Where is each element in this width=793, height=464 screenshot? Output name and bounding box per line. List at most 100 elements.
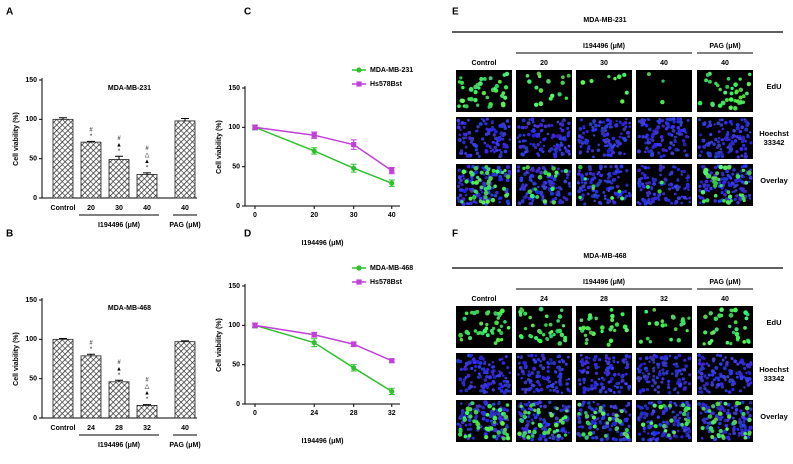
edu-nucleus (657, 189, 662, 194)
nucleus (721, 127, 725, 131)
nucleus (661, 377, 665, 381)
nucleus (749, 381, 753, 385)
edu-nucleus (527, 411, 531, 415)
legend-label: MDA-MB-231 (370, 67, 413, 74)
nucleus (493, 411, 498, 415)
nucleus (493, 427, 497, 431)
nucleus (567, 149, 571, 153)
nucleus (608, 427, 612, 432)
edu-nucleus (729, 91, 734, 96)
nucleus (678, 382, 683, 387)
nucleus (646, 194, 650, 198)
edu-nucleus (485, 426, 490, 431)
significance-mark: ▲ (144, 391, 150, 397)
nucleus (713, 165, 718, 170)
nucleus (733, 134, 737, 138)
nucleus (636, 201, 640, 204)
nucleus (485, 117, 489, 121)
nucleus (728, 378, 733, 383)
edu-nucleus (565, 409, 569, 413)
edu-nucleus (662, 423, 667, 429)
nucleus (699, 366, 704, 371)
nucleus (559, 127, 562, 130)
nucleus (531, 120, 535, 124)
edu-nucleus (499, 337, 504, 342)
edu-nucleus (733, 320, 738, 325)
edu-nucleus (667, 433, 671, 438)
nucleus (749, 361, 752, 364)
edu-nucleus (717, 313, 722, 318)
nucleus (615, 382, 619, 386)
nucleus (676, 391, 680, 395)
nucleus (493, 130, 498, 134)
nucleus (543, 137, 547, 141)
edu-nucleus (587, 326, 591, 331)
nucleus (555, 186, 558, 190)
edu-nucleus (505, 432, 510, 437)
nucleus (659, 166, 664, 171)
nucleus (613, 191, 617, 195)
edu-nucleus (738, 95, 743, 100)
nucleus (676, 196, 681, 201)
nucleus (491, 373, 495, 376)
edu-nucleus (676, 338, 682, 343)
nucleus (700, 150, 703, 154)
nucleus (485, 390, 489, 394)
nucleus (498, 382, 502, 386)
nucleus (684, 134, 689, 139)
nucleus (609, 376, 614, 381)
nucleus (725, 169, 729, 174)
nucleus (741, 361, 745, 364)
nucleus (539, 404, 543, 408)
nucleus (491, 379, 496, 384)
nucleus (600, 382, 604, 386)
edu-nucleus (747, 417, 752, 423)
edu-nucleus (528, 315, 533, 320)
nucleus (661, 411, 666, 415)
nucleus (478, 374, 482, 379)
nucleus (609, 154, 613, 158)
edu-nucleus (640, 422, 646, 427)
nucleus (717, 416, 721, 420)
edu-nucleus (707, 79, 712, 84)
nucleus (628, 413, 632, 417)
nucleus (599, 202, 603, 206)
significance-mark: * (118, 149, 121, 155)
nucleus (550, 361, 554, 365)
nucleus (554, 386, 558, 390)
point (311, 132, 317, 138)
nucleus (706, 125, 709, 129)
nucleus (655, 376, 659, 380)
nucleus (659, 173, 662, 177)
nucleus (566, 355, 570, 359)
nucleus (625, 169, 629, 173)
nucleus (558, 378, 562, 382)
nucleus (591, 128, 596, 133)
row-label: Overlay (760, 412, 788, 421)
edu-nucleus (744, 180, 749, 185)
nucleus (593, 386, 597, 390)
nucleus (731, 135, 734, 139)
nucleus (715, 353, 719, 357)
nucleus (559, 408, 564, 413)
nucleus (457, 122, 461, 126)
nucleus (543, 404, 547, 409)
nucleus (532, 413, 536, 417)
nucleus (726, 136, 729, 139)
nucleus (567, 152, 571, 156)
edu-nucleus (659, 180, 664, 185)
nucleus (685, 184, 690, 189)
nucleus (457, 175, 462, 180)
edu-nucleus (711, 176, 716, 181)
nucleus (735, 122, 740, 127)
nucleus (498, 200, 502, 204)
nucleus (613, 384, 617, 388)
edu-nucleus (748, 72, 752, 77)
nucleus (651, 437, 655, 441)
nucleus (461, 174, 465, 178)
nucleus (459, 389, 463, 393)
nucleus (727, 181, 730, 184)
nucleus (468, 136, 472, 140)
edu-nucleus (711, 330, 716, 335)
nucleus (713, 123, 716, 126)
